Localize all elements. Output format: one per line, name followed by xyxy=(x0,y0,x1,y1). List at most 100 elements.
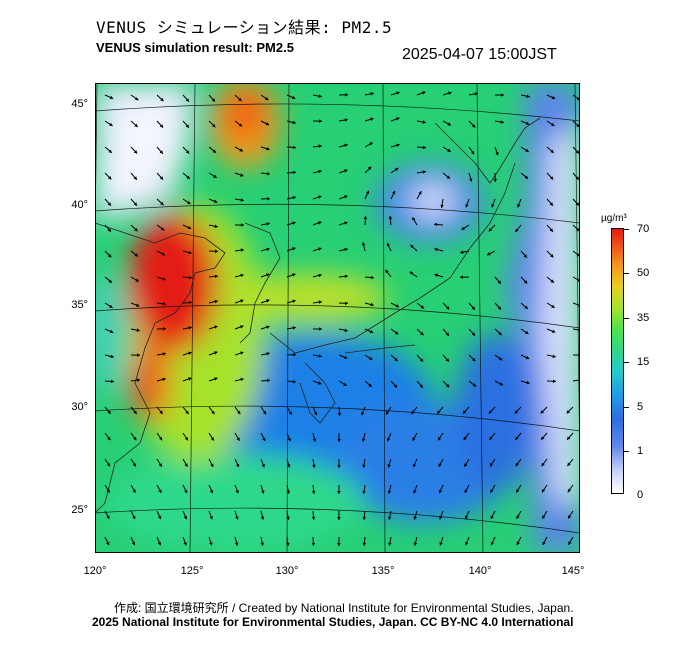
wind-arrowhead xyxy=(106,541,110,546)
wind-arrowhead xyxy=(237,410,241,415)
wind-arrowhead xyxy=(286,464,291,468)
wind-arrowhead xyxy=(490,541,495,546)
wind-arrowhead xyxy=(409,271,414,275)
wind-arrowhead xyxy=(498,331,502,336)
wind-arrowhead xyxy=(523,254,527,258)
wind-arrowhead xyxy=(318,221,322,225)
wind-arrowhead xyxy=(434,222,438,227)
wind-arrowhead xyxy=(240,273,244,278)
wind-arrowhead xyxy=(109,95,114,100)
wind-arrowhead xyxy=(136,378,140,382)
wind-arrowhead xyxy=(387,490,392,494)
wind-arrowhead xyxy=(542,541,546,545)
wind-arrowhead xyxy=(266,352,270,356)
wind-arrowhead xyxy=(368,383,372,387)
wind-arrowhead xyxy=(469,178,473,182)
wind-arrowhead xyxy=(133,150,138,154)
wind-arrowhead xyxy=(318,247,322,251)
title-japanese: VENUS シミュレーション結果: PM2.5 xyxy=(96,18,393,37)
y-tick-label: 45° xyxy=(71,98,88,110)
wind-arrowhead xyxy=(460,275,463,279)
wind-arrowhead xyxy=(188,300,192,305)
wind-arrowhead xyxy=(472,383,477,387)
wind-arrowhead xyxy=(526,94,530,98)
wind-arrowhead xyxy=(490,463,494,467)
wind-arrowhead xyxy=(134,253,139,257)
wind-arrowhead xyxy=(516,515,520,519)
wind-arrowhead xyxy=(213,199,218,203)
wind-arrowhead xyxy=(388,542,392,546)
wind-arrowhead xyxy=(110,354,114,359)
wind-arrowhead xyxy=(187,200,191,204)
x-tick-label: 130° xyxy=(275,565,299,577)
wind-arrowhead xyxy=(488,410,493,414)
wind-arrowhead xyxy=(214,351,218,355)
wind-arrowhead xyxy=(392,190,396,195)
wind-arrowhead xyxy=(489,436,493,441)
wind-vectors xyxy=(104,91,580,547)
wind-arrowhead xyxy=(488,228,493,232)
wind-arrowhead xyxy=(525,121,530,125)
wind-arrowhead xyxy=(524,305,528,309)
wind-arrowhead xyxy=(525,148,529,152)
wind-arrowhead xyxy=(134,97,139,101)
wind-arrowhead xyxy=(344,118,348,122)
wind-arrowhead xyxy=(387,516,392,520)
wind-arrowhead xyxy=(235,516,239,520)
wind-arrowhead xyxy=(394,167,399,172)
wind-arrowhead xyxy=(440,204,444,208)
wind-arrowhead xyxy=(487,252,491,256)
wind-arrowhead xyxy=(136,303,140,307)
wind-arrowhead xyxy=(344,247,348,252)
wind-arrowhead xyxy=(567,488,571,493)
colorbar-tick xyxy=(624,362,629,363)
wind-arrowhead xyxy=(311,490,316,494)
wind-arrowhead xyxy=(292,299,296,304)
wind-arrowhead xyxy=(106,463,110,467)
wind-arrowhead xyxy=(107,202,111,206)
wind-arrowhead xyxy=(497,306,502,310)
wind-arrowhead xyxy=(422,170,426,174)
wind-arrowhead xyxy=(106,489,110,493)
wind-arrowhead xyxy=(465,541,469,546)
colorbar-label: 5 xyxy=(637,401,644,413)
wind-arrowhead xyxy=(110,379,114,384)
wind-arrowhead xyxy=(214,377,218,381)
wind-arrowhead xyxy=(516,489,520,493)
wind-arrowhead xyxy=(344,301,348,306)
wind-arrowhead xyxy=(567,436,571,440)
wind-arrowhead xyxy=(159,124,164,128)
x-tick-label: 140° xyxy=(468,565,492,577)
wind-arrowhead xyxy=(157,515,162,520)
wind-arrowhead xyxy=(464,515,469,520)
wind-arrowhead xyxy=(337,412,342,416)
wind-arrowhead xyxy=(386,411,390,415)
wind-arrowhead xyxy=(184,463,188,467)
wind-arrowhead xyxy=(162,302,166,306)
wind-arrowhead xyxy=(387,464,391,468)
wind-arrowhead xyxy=(235,490,239,494)
wind-arrowhead xyxy=(394,357,398,362)
wind-arrowhead xyxy=(188,351,192,355)
wind-arrowhead xyxy=(210,463,214,467)
wind-arrowhead xyxy=(262,410,267,415)
colorbar-tick xyxy=(624,451,629,452)
wind-arrowhead xyxy=(134,227,138,232)
wind-arrowhead xyxy=(185,410,189,415)
wind-arrowhead xyxy=(318,381,322,385)
wind-arrowhead xyxy=(337,543,341,546)
wind-arrowhead xyxy=(286,490,290,494)
wind-arrowhead xyxy=(212,149,216,153)
wind-arrowhead xyxy=(439,542,443,546)
wind-arrowhead xyxy=(445,358,449,362)
colorbar-tick xyxy=(624,273,629,274)
wind-arrowhead xyxy=(318,195,322,199)
wind-arrowhead xyxy=(419,358,423,362)
credit-line: 作成: 国立環境研究所 / Created by National Instit… xyxy=(114,601,574,615)
wind-arrowhead xyxy=(464,489,468,493)
wind-arrowhead xyxy=(498,357,503,361)
wind-arrowhead xyxy=(447,122,451,126)
wind-arrowhead xyxy=(463,436,467,441)
wind-arrowhead xyxy=(438,489,443,494)
concentration-field xyxy=(95,83,580,553)
